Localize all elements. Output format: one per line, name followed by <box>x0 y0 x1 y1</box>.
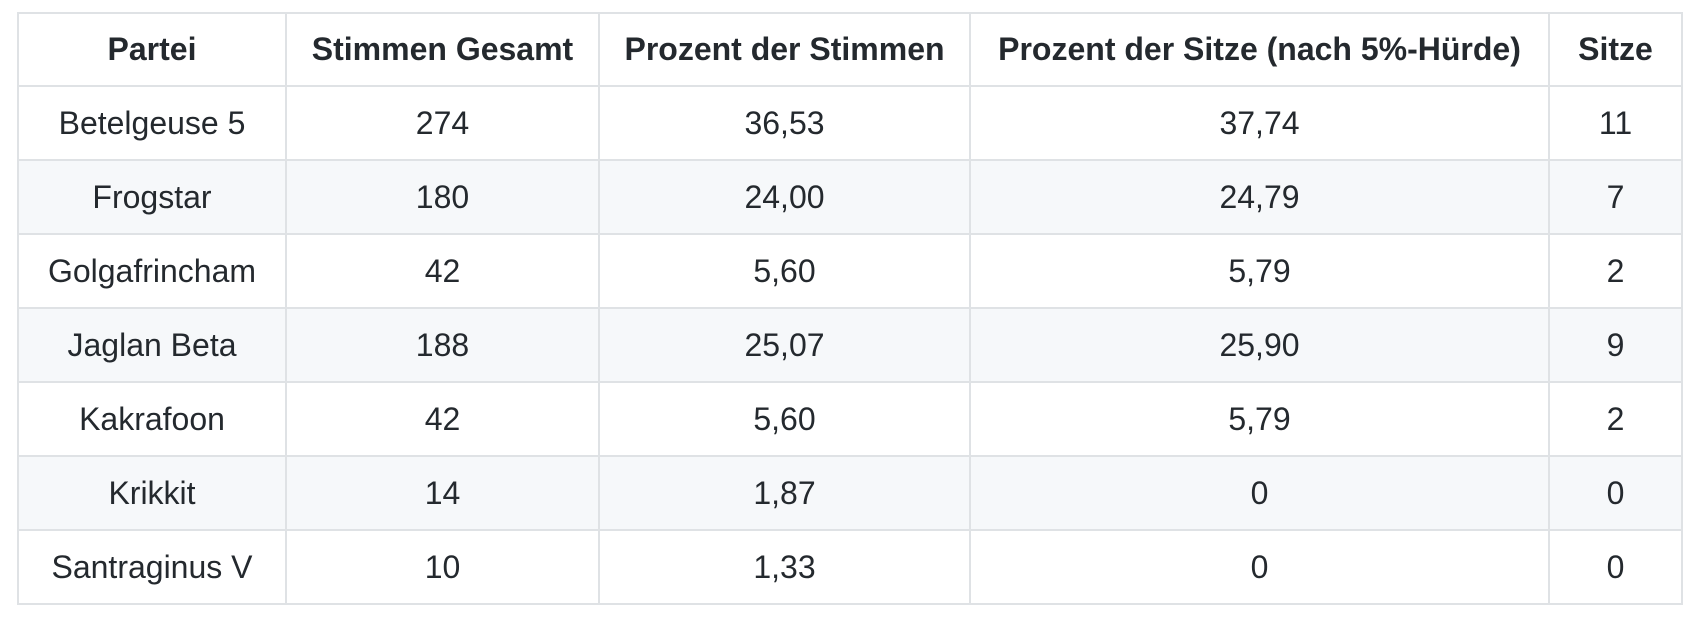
cell-stimmen-gesamt: 10 <box>285 529 600 605</box>
column-header-stimmen-gesamt: Stimmen Gesamt <box>285 12 600 87</box>
cell-sitze: 0 <box>1548 455 1683 531</box>
table-row-frogstar: Frogstar 180 24,00 24,79 7 <box>17 159 1683 235</box>
cell-partei: Santraginus V <box>17 529 287 605</box>
cell-sitze: 2 <box>1548 381 1683 457</box>
table-row-betelgeuse-5: Betelgeuse 5 274 36,53 37,74 11 <box>17 85 1683 161</box>
cell-prozent-der-sitze: 37,74 <box>969 85 1550 161</box>
cell-partei: Golgafrincham <box>17 233 287 309</box>
cell-prozent-der-stimmen: 36,53 <box>598 85 971 161</box>
column-header-prozent-der-stimmen: Prozent der Stimmen <box>598 12 971 87</box>
cell-stimmen-gesamt: 188 <box>285 307 600 383</box>
cell-stimmen-gesamt: 274 <box>285 85 600 161</box>
cell-stimmen-gesamt: 42 <box>285 233 600 309</box>
table-row-kakrafoon: Kakrafoon 42 5,60 5,79 2 <box>17 381 1683 457</box>
election-results-table: Partei Stimmen Gesamt Prozent der Stimme… <box>17 12 1683 605</box>
column-header-sitze: Sitze <box>1548 12 1683 87</box>
cell-prozent-der-stimmen: 25,07 <box>598 307 971 383</box>
cell-prozent-der-sitze: 5,79 <box>969 381 1550 457</box>
cell-prozent-der-sitze: 5,79 <box>969 233 1550 309</box>
cell-prozent-der-sitze: 0 <box>969 455 1550 531</box>
cell-prozent-der-stimmen: 5,60 <box>598 381 971 457</box>
table-header-row: Partei Stimmen Gesamt Prozent der Stimme… <box>17 12 1683 87</box>
column-header-partei: Partei <box>17 12 287 87</box>
cell-prozent-der-sitze: 25,90 <box>969 307 1550 383</box>
table-row-santraginus-v: Santraginus V 10 1,33 0 0 <box>17 529 1683 605</box>
cell-sitze: 7 <box>1548 159 1683 235</box>
cell-prozent-der-stimmen: 24,00 <box>598 159 971 235</box>
cell-partei: Frogstar <box>17 159 287 235</box>
cell-prozent-der-stimmen: 1,33 <box>598 529 971 605</box>
cell-partei: Krikkit <box>17 455 287 531</box>
table-row-krikkit: Krikkit 14 1,87 0 0 <box>17 455 1683 531</box>
cell-partei: Betelgeuse 5 <box>17 85 287 161</box>
cell-prozent-der-stimmen: 1,87 <box>598 455 971 531</box>
cell-partei: Kakrafoon <box>17 381 287 457</box>
table-row-golgafrincham: Golgafrincham 42 5,60 5,79 2 <box>17 233 1683 309</box>
cell-sitze: 0 <box>1548 529 1683 605</box>
cell-sitze: 11 <box>1548 85 1683 161</box>
column-header-prozent-der-sitze: Prozent der Sitze (nach 5%-Hürde) <box>969 12 1550 87</box>
cell-prozent-der-stimmen: 5,60 <box>598 233 971 309</box>
cell-partei: Jaglan Beta <box>17 307 287 383</box>
cell-prozent-der-sitze: 24,79 <box>969 159 1550 235</box>
cell-stimmen-gesamt: 42 <box>285 381 600 457</box>
table-row-jaglan-beta: Jaglan Beta 188 25,07 25,90 9 <box>17 307 1683 383</box>
cell-sitze: 2 <box>1548 233 1683 309</box>
cell-stimmen-gesamt: 180 <box>285 159 600 235</box>
cell-stimmen-gesamt: 14 <box>285 455 600 531</box>
cell-sitze: 9 <box>1548 307 1683 383</box>
cell-prozent-der-sitze: 0 <box>969 529 1550 605</box>
